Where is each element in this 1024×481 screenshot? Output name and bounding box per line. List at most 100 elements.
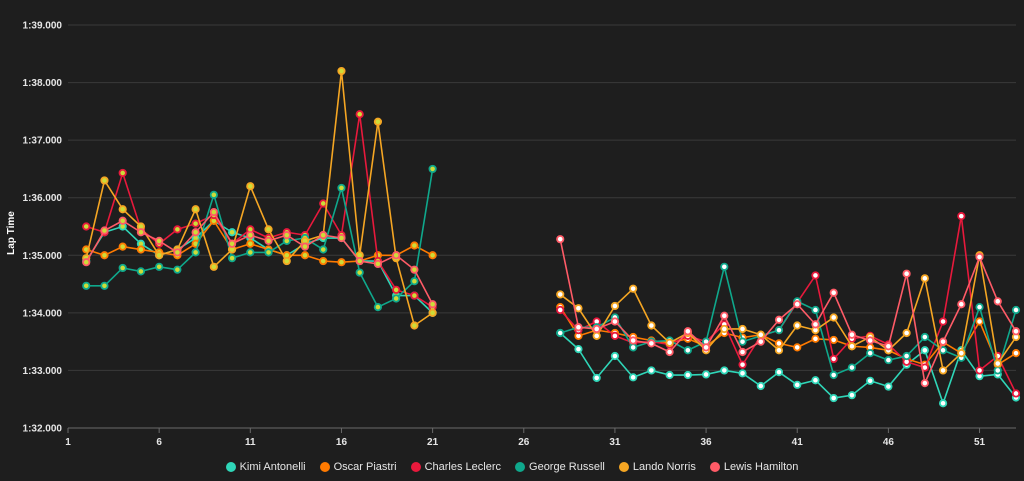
data-point[interactable] xyxy=(866,336,875,345)
data-point[interactable] xyxy=(920,378,929,388)
data-point[interactable] xyxy=(902,328,911,338)
data-point[interactable] xyxy=(756,337,765,346)
data-point[interactable] xyxy=(1011,349,1021,358)
data-point[interactable] xyxy=(337,66,346,76)
data-point[interactable] xyxy=(355,268,364,277)
data-point[interactable] xyxy=(811,334,820,343)
legend-item-lando-norris[interactable]: Lando Norris xyxy=(618,461,696,473)
data-point[interactable] xyxy=(173,225,182,234)
data-point[interactable] xyxy=(246,231,255,240)
data-point[interactable] xyxy=(938,317,948,326)
data-point[interactable] xyxy=(665,338,674,347)
data-point[interactable] xyxy=(720,311,729,320)
data-point[interactable] xyxy=(957,300,966,309)
data-point[interactable] xyxy=(793,343,802,352)
data-point[interactable] xyxy=(920,332,929,342)
legend-item-george-russell[interactable]: George Russell xyxy=(515,461,605,473)
data-point[interactable] xyxy=(720,366,729,375)
data-point[interactable] xyxy=(264,236,273,245)
data-point[interactable] xyxy=(264,225,273,234)
data-point[interactable] xyxy=(902,351,911,361)
data-point[interactable] xyxy=(574,345,583,354)
data-point[interactable] xyxy=(811,376,820,385)
legend-item-kimi-antonelli[interactable]: Kimi Antonelli xyxy=(225,461,306,473)
data-point[interactable] xyxy=(610,331,620,340)
data-point[interactable] xyxy=(118,216,127,225)
data-point[interactable] xyxy=(756,381,765,391)
data-point[interactable] xyxy=(173,248,182,257)
data-point[interactable] xyxy=(191,219,200,228)
data-point[interactable] xyxy=(209,190,218,199)
data-point[interactable] xyxy=(118,242,127,251)
data-point[interactable] xyxy=(847,342,857,351)
data-point[interactable] xyxy=(884,355,893,365)
data-point[interactable] xyxy=(300,242,310,251)
data-point[interactable] xyxy=(683,370,692,380)
data-point[interactable] xyxy=(610,301,620,311)
data-point[interactable] xyxy=(100,281,109,290)
data-point[interactable] xyxy=(610,351,620,361)
data-point[interactable] xyxy=(993,297,1002,306)
data-point[interactable] xyxy=(847,363,857,372)
data-point[interactable] xyxy=(428,300,437,309)
data-point[interactable] xyxy=(410,291,419,300)
data-point[interactable] xyxy=(829,393,838,403)
data-point[interactable] xyxy=(811,271,820,280)
data-point[interactable] xyxy=(811,320,820,329)
data-point[interactable] xyxy=(246,182,255,191)
data-point[interactable] xyxy=(829,335,838,345)
data-point[interactable] xyxy=(392,251,401,260)
data-point[interactable] xyxy=(428,308,437,317)
legend-item-charles-leclerc[interactable]: Charles Leclerc xyxy=(410,461,501,473)
data-point[interactable] xyxy=(209,262,218,271)
data-point[interactable] xyxy=(337,258,346,267)
data-point[interactable] xyxy=(319,231,328,240)
data-point[interactable] xyxy=(191,248,200,257)
data-point[interactable] xyxy=(1011,389,1021,398)
data-point[interactable] xyxy=(847,391,857,400)
data-point[interactable] xyxy=(556,290,565,299)
data-point[interactable] xyxy=(173,265,182,274)
data-point[interactable] xyxy=(629,284,638,293)
data-point[interactable] xyxy=(975,317,984,326)
data-point[interactable] xyxy=(118,263,127,273)
data-point[interactable] xyxy=(720,324,729,334)
legend-item-lewis-hamilton[interactable]: Lewis Hamilton xyxy=(709,461,798,473)
data-point[interactable] xyxy=(155,251,164,260)
data-point[interactable] xyxy=(793,380,802,389)
data-point[interactable] xyxy=(556,328,565,338)
data-point[interactable] xyxy=(774,346,784,355)
data-point[interactable] xyxy=(556,305,565,315)
data-point[interactable] xyxy=(392,285,401,294)
data-point[interactable] xyxy=(82,258,91,267)
data-point[interactable] xyxy=(136,228,146,237)
data-point[interactable] xyxy=(884,382,893,391)
data-point[interactable] xyxy=(938,337,948,346)
data-point[interactable] xyxy=(319,245,328,254)
data-point[interactable] xyxy=(300,251,310,260)
data-point[interactable] xyxy=(957,212,966,221)
data-point[interactable] xyxy=(136,267,146,276)
data-point[interactable] xyxy=(647,321,656,330)
data-point[interactable] xyxy=(191,205,200,214)
data-point[interactable] xyxy=(829,354,838,364)
data-point[interactable] xyxy=(282,231,291,240)
data-point[interactable] xyxy=(410,241,419,250)
data-point[interactable] xyxy=(738,337,747,346)
data-point[interactable] xyxy=(428,164,437,174)
data-point[interactable] xyxy=(355,256,364,266)
data-point[interactable] xyxy=(227,239,237,248)
data-point[interactable] xyxy=(829,288,838,297)
data-point[interactable] xyxy=(774,368,784,377)
data-point[interactable] xyxy=(774,315,784,324)
data-point[interactable] xyxy=(629,336,638,345)
data-point[interactable] xyxy=(574,304,583,313)
data-point[interactable] xyxy=(738,324,747,334)
data-point[interactable] xyxy=(774,326,784,335)
data-point[interactable] xyxy=(756,330,765,339)
data-point[interactable] xyxy=(701,370,711,379)
data-point[interactable] xyxy=(100,226,109,235)
data-point[interactable] xyxy=(975,252,984,262)
data-point[interactable] xyxy=(410,277,419,286)
data-point[interactable] xyxy=(920,274,929,283)
